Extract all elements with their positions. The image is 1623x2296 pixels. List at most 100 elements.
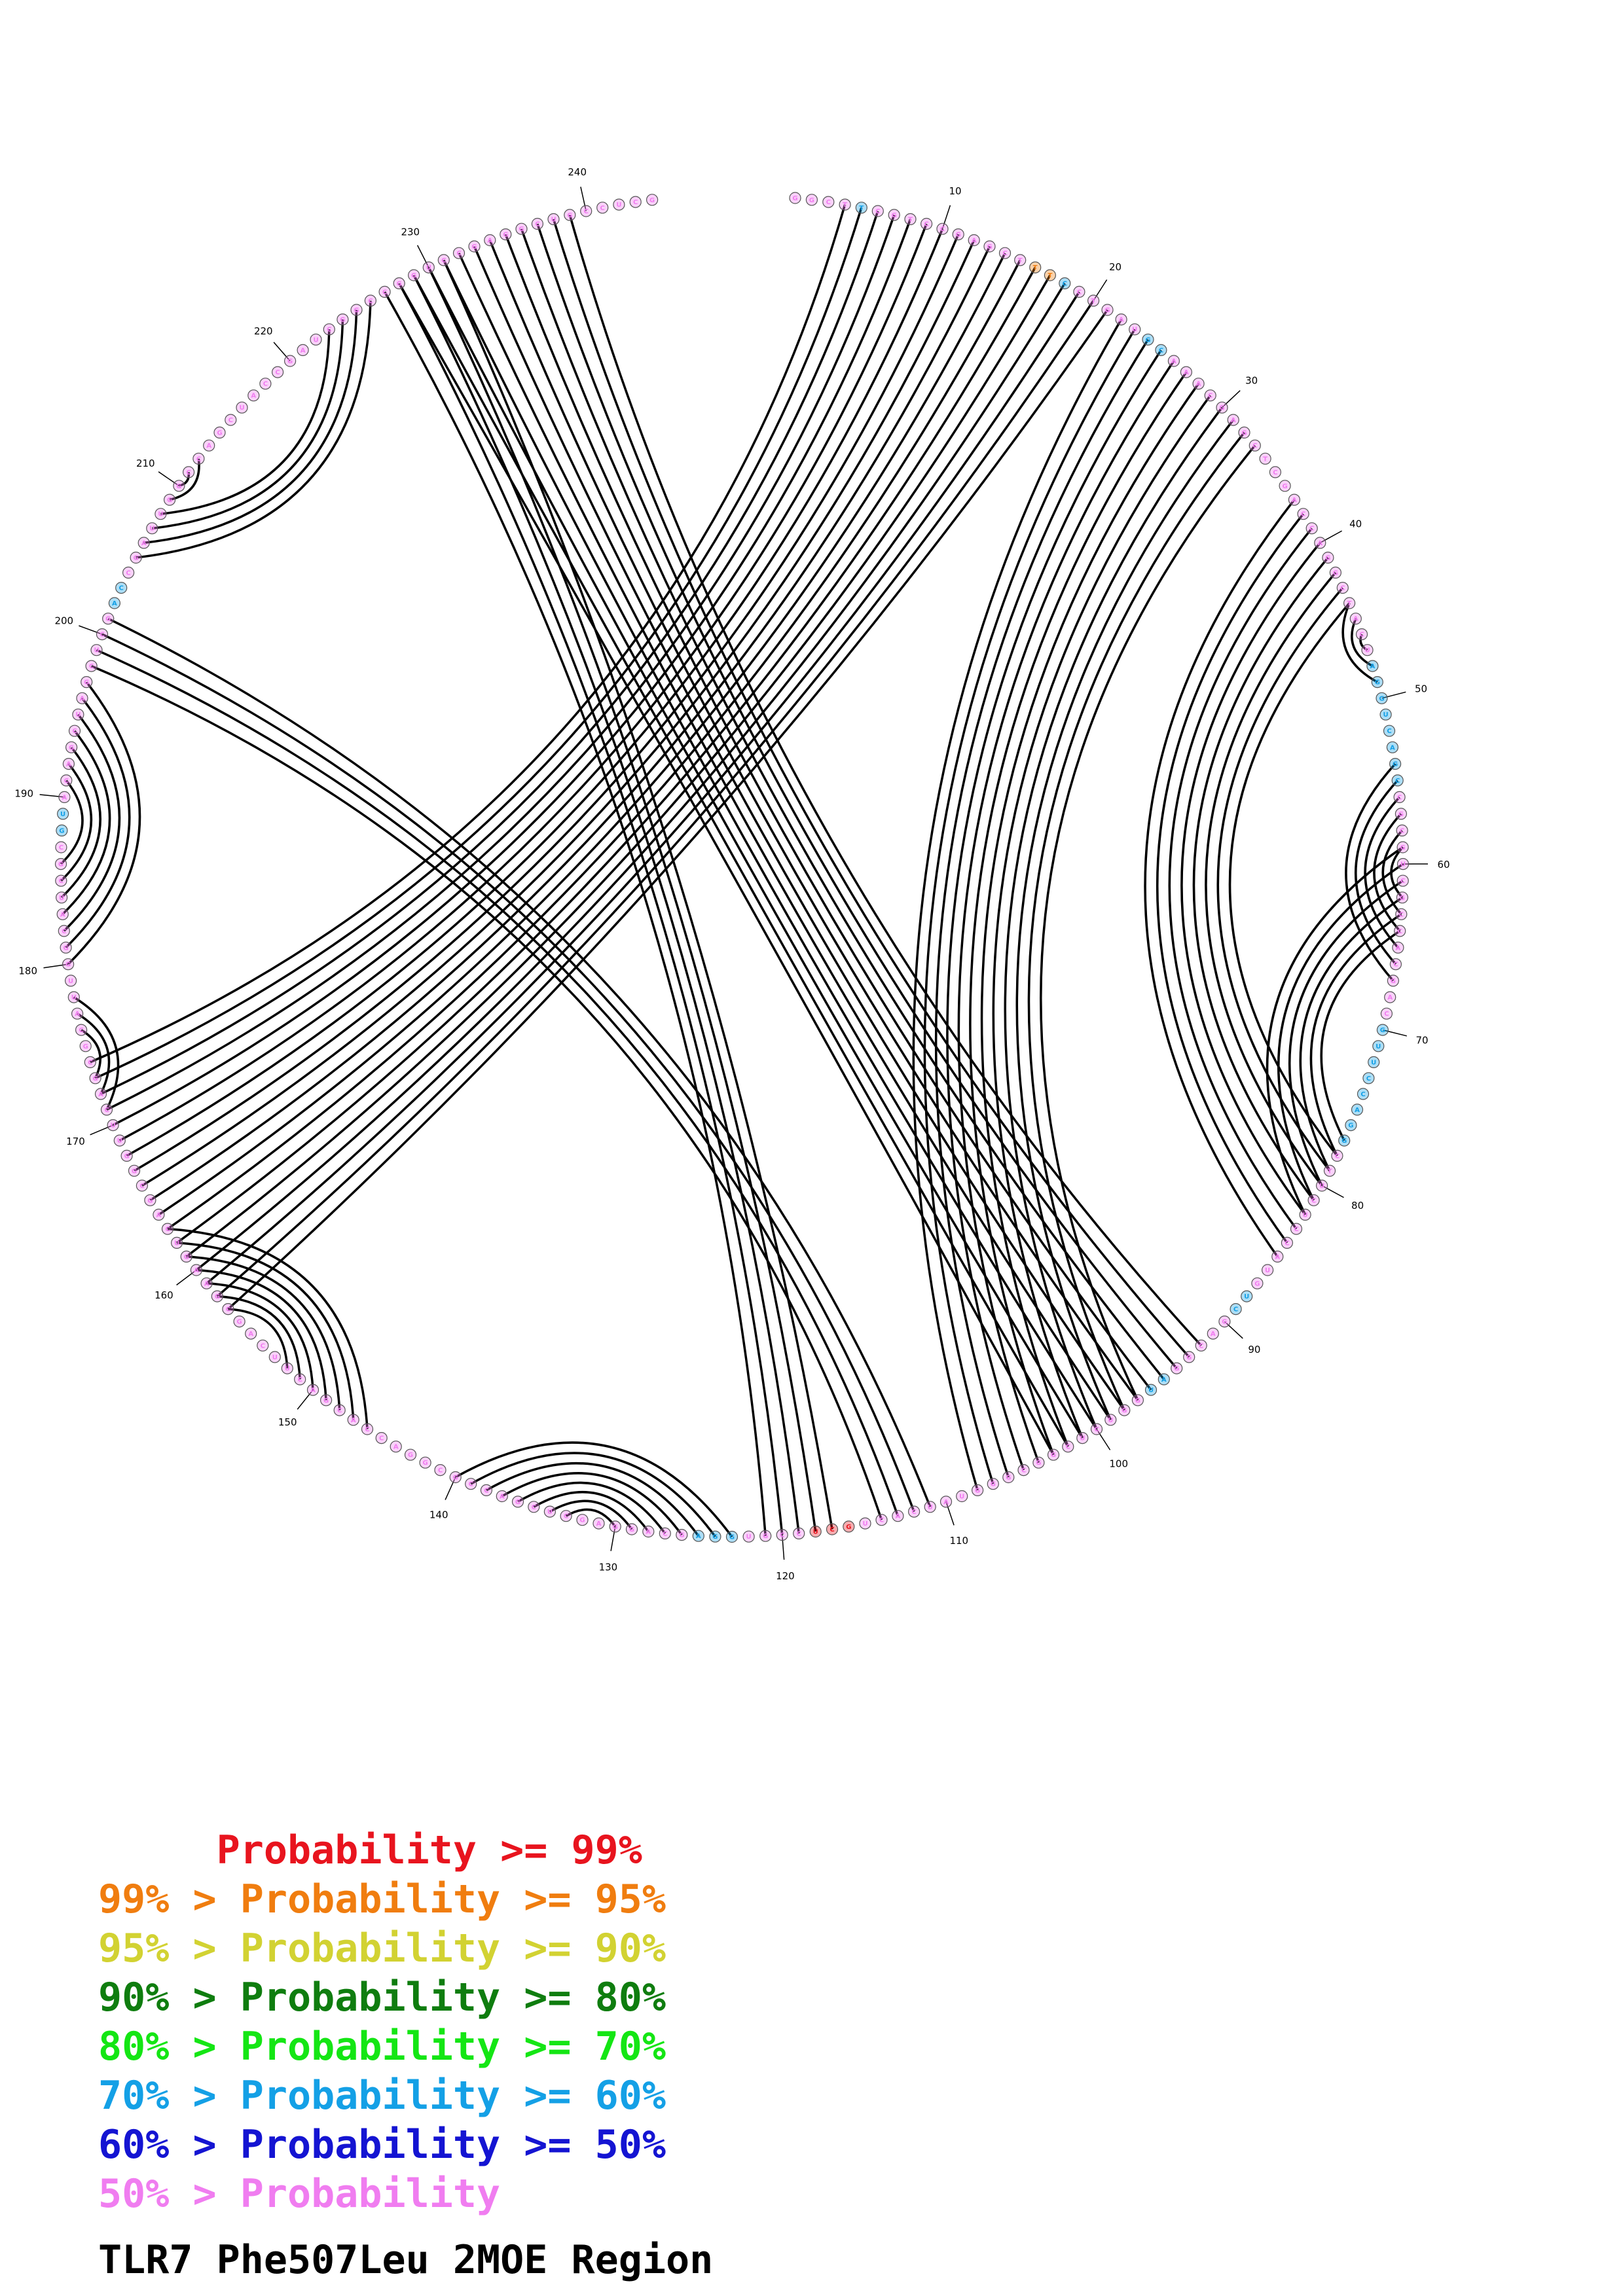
nucleotide-node: G <box>1118 1404 1131 1416</box>
nucleotide-node: C <box>875 1514 888 1526</box>
nucleotide-node: A <box>1115 314 1127 326</box>
base-pair-arc <box>923 329 1136 1484</box>
nucleotide-node: A <box>1271 1250 1284 1263</box>
svg-text:T: T <box>1263 456 1267 463</box>
base-pair-arcs <box>60 204 1404 1538</box>
position-label: 230 <box>401 226 420 238</box>
nucleotide-node: C <box>629 196 642 208</box>
svg-text:U: U <box>71 994 77 1001</box>
svg-text:C: C <box>1335 1153 1340 1160</box>
svg-text:G: G <box>1325 555 1330 562</box>
svg-text:U: U <box>1148 1387 1154 1394</box>
nucleotide-node: C <box>907 1505 921 1518</box>
svg-text:U: U <box>313 336 318 344</box>
base-pair-arc <box>136 300 372 559</box>
nucleotide-node: G <box>888 209 900 221</box>
svg-text:A: A <box>301 347 306 354</box>
svg-text:C: C <box>532 1504 536 1511</box>
base-pair-arc <box>398 283 784 1535</box>
svg-text:C: C <box>1094 1426 1099 1433</box>
nucleotide-node: A <box>71 1007 84 1020</box>
base-pair-arc <box>428 266 1084 1439</box>
position-label: 210 <box>136 457 155 469</box>
svg-text:G: G <box>1375 679 1380 687</box>
base-pair-arc <box>428 266 817 1532</box>
nucleotide-node: U <box>543 1505 556 1518</box>
svg-text:T: T <box>908 216 913 223</box>
svg-text:A: A <box>156 1211 162 1219</box>
svg-text:G: G <box>1051 1452 1056 1459</box>
svg-text:C: C <box>1387 728 1391 735</box>
svg-text:C: C <box>940 226 945 233</box>
svg-text:G: G <box>354 307 359 314</box>
position-label: 240 <box>568 166 587 178</box>
base-pair-arc <box>1156 513 1304 1244</box>
nucleotide-node: A <box>1349 613 1362 625</box>
svg-text:G: G <box>323 1397 329 1405</box>
svg-text:A: A <box>896 1513 901 1520</box>
base-pair-arc <box>169 458 200 501</box>
nucleotide-node: A <box>1207 1327 1219 1340</box>
svg-text:C: C <box>1159 347 1163 354</box>
svg-text:G: G <box>59 827 64 834</box>
legend-row: Probability >= 99% <box>98 1827 642 1873</box>
nucleotide-node: C <box>55 841 67 853</box>
nucleotide-node: A <box>306 1384 319 1396</box>
nucleotide-node: C <box>1396 874 1409 887</box>
svg-text:G: G <box>1393 761 1398 768</box>
nucleotide-node: G <box>350 304 363 316</box>
svg-text:G: G <box>613 1524 618 1531</box>
nucleotide-node: G <box>1371 675 1383 689</box>
svg-text:C: C <box>1252 442 1257 450</box>
svg-text:C: C <box>1395 778 1400 785</box>
nucleotide-node: C <box>1393 791 1406 804</box>
svg-text:U: U <box>1108 1417 1113 1424</box>
svg-text:C: C <box>186 469 191 476</box>
svg-text:G: G <box>147 1197 153 1204</box>
base-pair-arc <box>100 210 879 1095</box>
base-pair-arc <box>501 1472 683 1536</box>
nucleotide-node: U <box>1129 323 1141 336</box>
svg-text:U: U <box>149 526 155 533</box>
nucleotide-node: A <box>1384 991 1396 1003</box>
svg-text:C: C <box>1063 280 1067 287</box>
nucleotide-node: U <box>613 198 625 211</box>
nucleotide-node: T <box>1343 597 1356 609</box>
nucleotide-node: G <box>1216 401 1228 414</box>
svg-text:C: C <box>600 205 605 212</box>
position-label: 70 <box>1415 1035 1428 1047</box>
nucleotide-node: G <box>1032 1456 1045 1469</box>
nucleotide-node: U <box>155 508 167 520</box>
svg-text:C: C <box>797 1530 801 1537</box>
nucleotide-node: U <box>107 1119 119 1132</box>
nucleotide-node: G <box>1238 426 1250 439</box>
svg-text:C: C <box>1301 511 1305 518</box>
nucleotide-node: A <box>245 1327 257 1340</box>
svg-text:C: C <box>564 1513 568 1520</box>
base-pair-arc <box>520 228 1165 1380</box>
nucleotide-node: U <box>281 1362 293 1374</box>
nucleotide-node: G <box>1387 975 1399 987</box>
nucleotide-node: G <box>62 958 75 971</box>
svg-text:G: G <box>1241 429 1247 437</box>
svg-text:A: A <box>1353 616 1359 623</box>
nucleotide-node: G <box>211 1290 223 1302</box>
base-pair-arc <box>65 697 131 949</box>
svg-text:C: C <box>263 381 268 388</box>
nucleotide-node: C <box>257 1339 269 1352</box>
svg-text:G: G <box>236 1319 242 1326</box>
nucleotide-node: U <box>809 1525 822 1538</box>
svg-text:C: C <box>368 298 373 305</box>
nucleotide-node: C <box>793 1527 805 1539</box>
base-pair-arc <box>1144 499 1296 1257</box>
nucleotide-node: T <box>1014 254 1027 266</box>
svg-text:A: A <box>206 442 211 450</box>
svg-text:C: C <box>1393 961 1398 969</box>
svg-text:G: G <box>92 1075 98 1083</box>
legend-row: 60% > Probability >= 50% <box>98 2122 666 2168</box>
svg-text:G: G <box>579 1517 585 1524</box>
svg-text:U: U <box>239 404 244 412</box>
svg-text:A: A <box>141 540 147 547</box>
base-pair-arc <box>957 360 1175 1463</box>
